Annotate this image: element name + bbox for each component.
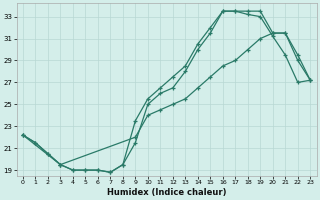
X-axis label: Humidex (Indice chaleur): Humidex (Indice chaleur) — [107, 188, 226, 197]
